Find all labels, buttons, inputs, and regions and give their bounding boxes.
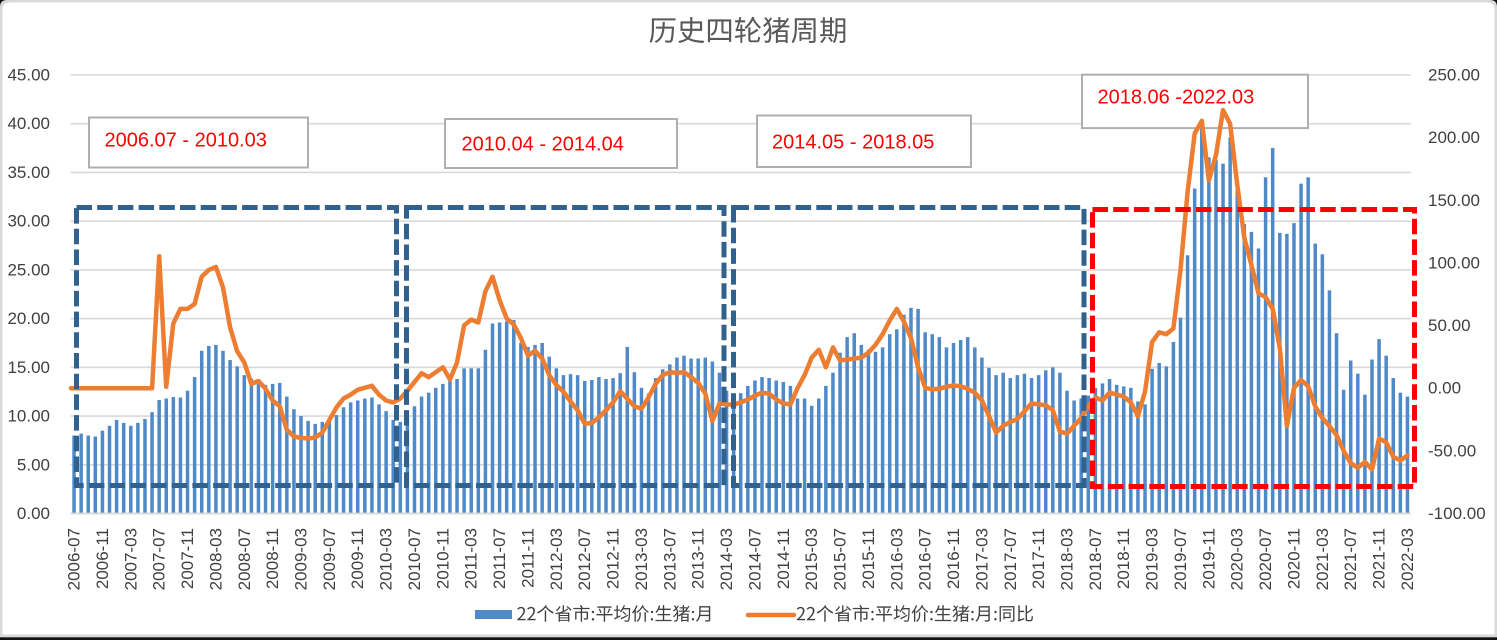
svg-text:2007-07: 2007-07: [150, 528, 169, 590]
svg-text:0.00: 0.00: [17, 504, 50, 523]
svg-text:2014-03: 2014-03: [717, 528, 736, 590]
svg-text:2015-11: 2015-11: [859, 528, 878, 589]
svg-text:2011-07: 2011-07: [490, 528, 509, 589]
svg-text:5.00: 5.00: [17, 455, 50, 474]
svg-text:30.00: 30.00: [7, 212, 50, 231]
svg-text:2018-11: 2018-11: [1114, 528, 1133, 589]
svg-text:2017-03: 2017-03: [972, 528, 991, 590]
svg-text:150.00: 150.00: [1428, 191, 1480, 210]
svg-text:100.00: 100.00: [1428, 253, 1480, 272]
svg-text:2019-11: 2019-11: [1199, 528, 1218, 589]
svg-text:2012-03: 2012-03: [547, 528, 566, 590]
svg-text:2006-07: 2006-07: [65, 528, 84, 590]
svg-text:2008-07: 2008-07: [235, 528, 254, 590]
svg-text:2009-07: 2009-07: [320, 528, 339, 590]
svg-text:10.00: 10.00: [7, 407, 50, 426]
svg-text:2010-07: 2010-07: [405, 528, 424, 590]
svg-text:2015-03: 2015-03: [802, 528, 821, 590]
svg-text:2010-03: 2010-03: [377, 528, 396, 590]
svg-text:2006-11: 2006-11: [93, 528, 112, 589]
svg-text:2012-07: 2012-07: [575, 528, 594, 590]
svg-text:2020-03: 2020-03: [1228, 528, 1247, 590]
svg-text:250.00: 250.00: [1428, 66, 1480, 85]
svg-text:2014-07: 2014-07: [745, 528, 764, 590]
svg-text:2011-11: 2011-11: [519, 528, 538, 588]
svg-text:2013-03: 2013-03: [632, 528, 651, 590]
svg-text:2013-07: 2013-07: [660, 528, 679, 590]
svg-text:2007-03: 2007-03: [121, 528, 140, 590]
svg-text:50.00: 50.00: [1428, 316, 1471, 335]
svg-text:2020-07: 2020-07: [1256, 528, 1275, 590]
svg-text:2010.04 - 2014.04: 2010.04 - 2014.04: [462, 134, 624, 156]
svg-text:2008-11: 2008-11: [263, 528, 282, 589]
svg-text:2013-11: 2013-11: [689, 528, 708, 589]
svg-text:45.00: 45.00: [7, 66, 50, 85]
svg-text:25.00: 25.00: [7, 260, 50, 279]
svg-text:2009-03: 2009-03: [292, 528, 311, 590]
svg-text:2016-03: 2016-03: [887, 528, 906, 590]
svg-text:2010-11: 2010-11: [433, 528, 452, 589]
svg-text:2022-03: 2022-03: [1398, 528, 1417, 590]
svg-text:2007-11: 2007-11: [178, 528, 197, 589]
svg-text:2014.05 - 2018.05: 2014.05 - 2018.05: [772, 132, 934, 154]
svg-text:2020-11: 2020-11: [1285, 528, 1304, 589]
svg-text:20.00: 20.00: [7, 309, 50, 328]
svg-text:-100.00: -100.00: [1428, 504, 1486, 523]
svg-text:200.00: 200.00: [1428, 128, 1480, 147]
svg-text:2015-07: 2015-07: [831, 528, 850, 590]
svg-text:2016-11: 2016-11: [944, 528, 963, 589]
svg-text:2021-07: 2021-07: [1341, 528, 1360, 590]
svg-text:2016-07: 2016-07: [916, 528, 935, 590]
svg-text:2018-07: 2018-07: [1086, 528, 1105, 590]
svg-text:2019-03: 2019-03: [1143, 528, 1162, 590]
svg-text:40.00: 40.00: [7, 114, 50, 133]
svg-text:2008-03: 2008-03: [206, 528, 225, 590]
svg-text:35.00: 35.00: [7, 163, 50, 182]
svg-text:2018.06 -2022.03: 2018.06 -2022.03: [1098, 87, 1255, 109]
svg-text:2006.07 - 2010.03: 2006.07 - 2010.03: [105, 130, 267, 152]
svg-text:2009-11: 2009-11: [348, 528, 367, 589]
svg-text:2011-03: 2011-03: [462, 528, 481, 589]
svg-text:-50.00: -50.00: [1428, 441, 1476, 460]
svg-text:0.00: 0.00: [1428, 379, 1461, 398]
svg-text:2021-03: 2021-03: [1313, 528, 1332, 590]
svg-text:2017-07: 2017-07: [1001, 528, 1020, 590]
svg-text:15.00: 15.00: [7, 358, 50, 377]
svg-text:2019-07: 2019-07: [1171, 528, 1190, 590]
svg-text:2018-03: 2018-03: [1058, 528, 1077, 590]
svg-text:2021-11: 2021-11: [1370, 528, 1389, 589]
svg-text:2014-11: 2014-11: [774, 528, 793, 589]
svg-text:2017-11: 2017-11: [1029, 528, 1048, 589]
svg-text:2012-11: 2012-11: [604, 528, 623, 589]
